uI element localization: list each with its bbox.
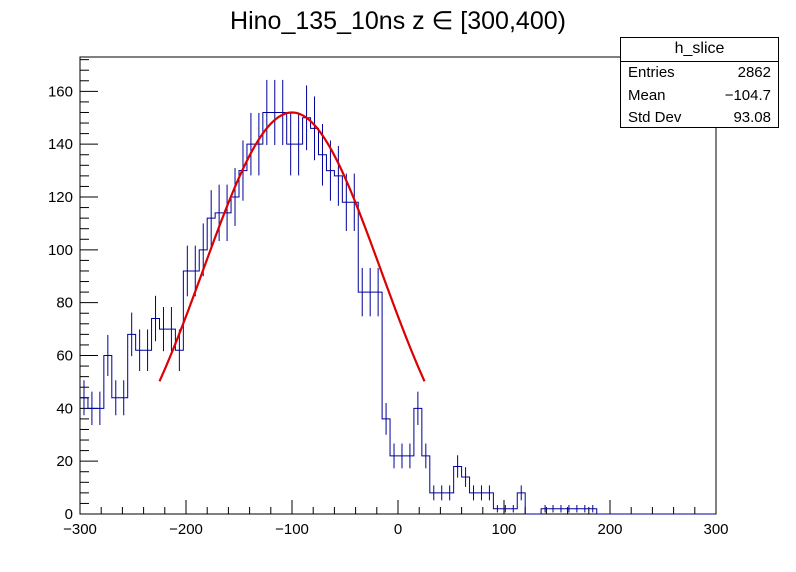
stats-mean-row: Mean −104.7 (621, 85, 778, 108)
histogram-bin (366, 292, 374, 514)
histogram-bin (303, 118, 311, 514)
histogram-bin (334, 176, 342, 514)
y-tick-label: 0 (65, 506, 73, 523)
histogram-bin (207, 218, 215, 514)
histogram-bin (247, 144, 255, 514)
histogram-bin (358, 292, 366, 514)
histogram-bin (279, 112, 287, 514)
stats-stddev-label: Std Dev (628, 109, 682, 126)
x-tick-label: 300 (703, 521, 728, 538)
y-tick-label: 140 (48, 136, 73, 153)
x-tick-label: 0 (394, 521, 402, 538)
histogram-bin (239, 171, 247, 514)
x-tick-label: −100 (275, 521, 309, 538)
stats-box: h_slice Entries 2862 Mean −104.7 Std Dev… (620, 37, 779, 128)
histogram-bin (199, 250, 207, 514)
histogram-bin (152, 319, 160, 514)
y-tick-label: 40 (56, 400, 73, 417)
histogram-bin (319, 155, 327, 514)
chart-title: Hino_135_10ns z ∈ [300,400) (230, 7, 566, 35)
stats-stddev-value: 93.08 (733, 109, 771, 126)
tick-labels: −300 −200 −100 0 100 200 300 0 20 40 60 80 100 120 140… (48, 83, 729, 538)
stats-box-name: h_slice (621, 38, 778, 62)
gaussian-fit-curve (158, 111, 426, 382)
histogram-bin (144, 350, 152, 514)
histogram-bin (167, 329, 175, 514)
histogram-bin (271, 112, 279, 514)
histogram-bin (287, 144, 295, 514)
histogram-bin (326, 171, 334, 514)
stats-mean-value: −104.7 (724, 86, 771, 104)
y-tick-label: 100 (48, 242, 73, 259)
histogram-bin (350, 202, 358, 514)
histogram-bin (128, 334, 136, 514)
histogram-bin (191, 271, 199, 514)
histogram-bin (263, 112, 271, 514)
histogram-bin (231, 197, 239, 514)
stats-entries-label: Entries (628, 64, 675, 81)
histogram-bin (255, 144, 263, 514)
histogram-bin (160, 329, 168, 514)
histogram-bin (136, 350, 144, 514)
y-tick-label: 60 (56, 348, 73, 365)
stats-stddev-row: Std Dev 93.08 (621, 107, 778, 130)
y-tick-label: 80 (56, 295, 73, 312)
stats-mean-label: Mean (628, 86, 666, 104)
histogram-bin (295, 144, 303, 514)
histogram-bin (175, 350, 183, 514)
histogram-bin (311, 128, 319, 514)
stats-entries-row: Entries 2862 (621, 62, 778, 85)
y-tick-label: 120 (48, 189, 73, 206)
x-tick-label: −300 (63, 521, 97, 538)
histogram-bin (215, 213, 223, 514)
x-tick-label: 200 (597, 521, 622, 538)
histogram-bin (374, 292, 382, 514)
x-tick-label: 100 (491, 521, 516, 538)
histogram-bin (104, 356, 112, 514)
histogram-bin (223, 213, 231, 514)
y-tick-label: 160 (48, 83, 73, 100)
x-tick-label: −200 (169, 521, 203, 538)
error-bars (83, 79, 594, 513)
stats-entries-value: 2862 (737, 64, 771, 81)
y-tick-label: 20 (56, 453, 73, 470)
histogram-bin (342, 202, 350, 514)
